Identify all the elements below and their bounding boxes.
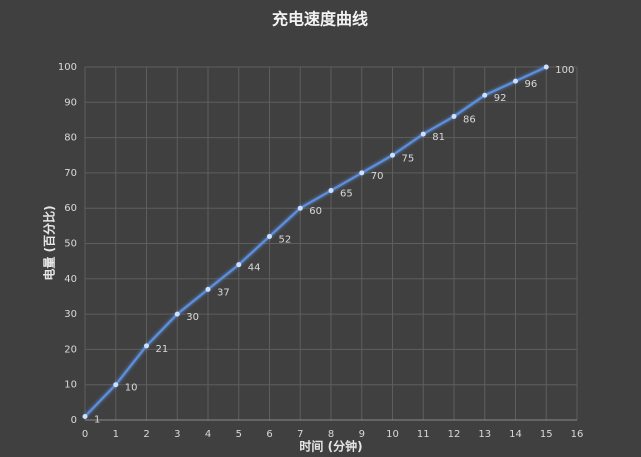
x-tick-label: 14 bbox=[509, 429, 522, 440]
y-tick-label: 100 bbox=[58, 62, 77, 73]
x-tick-label: 9 bbox=[359, 429, 365, 440]
data-label: 1 bbox=[94, 414, 100, 425]
data-point bbox=[451, 113, 457, 119]
data-point bbox=[236, 262, 242, 268]
x-tick-label: 16 bbox=[571, 429, 584, 440]
y-tick-label: 40 bbox=[64, 274, 77, 285]
data-label: 81 bbox=[432, 132, 445, 143]
data-line bbox=[84, 66, 547, 418]
data-label: 92 bbox=[494, 93, 507, 104]
data-point bbox=[390, 152, 395, 158]
x-tick-label: 15 bbox=[540, 429, 553, 440]
x-tick-label: 6 bbox=[266, 429, 272, 440]
chart-title: 充电速度曲线 bbox=[272, 10, 368, 29]
data-label: 44 bbox=[248, 263, 261, 274]
y-tick-label: 0 bbox=[71, 415, 77, 426]
y-tick-label: 30 bbox=[64, 309, 77, 320]
y-tick-label: 20 bbox=[64, 344, 77, 355]
data-label: 60 bbox=[309, 206, 322, 217]
data-point bbox=[205, 286, 211, 292]
x-tick-label: 1 bbox=[113, 429, 119, 440]
data-point bbox=[82, 413, 88, 419]
data-point bbox=[513, 78, 518, 84]
x-tick-label: 0 bbox=[82, 429, 88, 440]
x-tick-label: 3 bbox=[174, 429, 180, 440]
data-label: 21 bbox=[156, 344, 169, 355]
data-point bbox=[359, 170, 365, 176]
data-label: 30 bbox=[186, 312, 199, 323]
data-label: 37 bbox=[217, 287, 230, 298]
data-label: 52 bbox=[279, 234, 292, 245]
x-tick-label: 11 bbox=[417, 429, 430, 440]
y-axis-title: 电量 (百分比) bbox=[42, 205, 57, 280]
data-point bbox=[543, 64, 549, 70]
data-label: 100 bbox=[555, 65, 574, 76]
data-point bbox=[174, 311, 180, 317]
data-label: 65 bbox=[340, 189, 353, 200]
y-tick-label: 80 bbox=[64, 133, 77, 144]
x-tick-label: 7 bbox=[297, 429, 303, 440]
data-label: 96 bbox=[525, 79, 538, 90]
x-tick-label: 4 bbox=[205, 429, 211, 440]
x-tick-label: 5 bbox=[236, 429, 242, 440]
data-point bbox=[420, 131, 426, 137]
data-point bbox=[113, 382, 119, 388]
data-point bbox=[267, 233, 272, 239]
data-label: 75 bbox=[402, 153, 415, 164]
data-point bbox=[328, 188, 334, 194]
y-tick-label: 10 bbox=[64, 380, 77, 391]
data-point bbox=[144, 343, 149, 349]
y-tick-label: 90 bbox=[64, 97, 77, 108]
x-tick-label: 2 bbox=[143, 429, 149, 440]
y-tick-label: 50 bbox=[64, 239, 77, 250]
x-axis-title: 时间 (分钟) bbox=[299, 439, 362, 454]
y-tick-label: 60 bbox=[64, 203, 77, 214]
x-tick-label: 8 bbox=[328, 429, 334, 440]
data-label: 10 bbox=[125, 383, 138, 394]
data-point bbox=[482, 92, 488, 98]
x-tick-label: 12 bbox=[448, 429, 461, 440]
y-tick-label: 70 bbox=[64, 168, 77, 179]
x-tick-label: 13 bbox=[478, 429, 491, 440]
x-tick-label: 10 bbox=[386, 429, 399, 440]
data-label: 86 bbox=[463, 114, 476, 125]
data-label: 70 bbox=[371, 171, 384, 182]
data-point bbox=[297, 205, 303, 211]
